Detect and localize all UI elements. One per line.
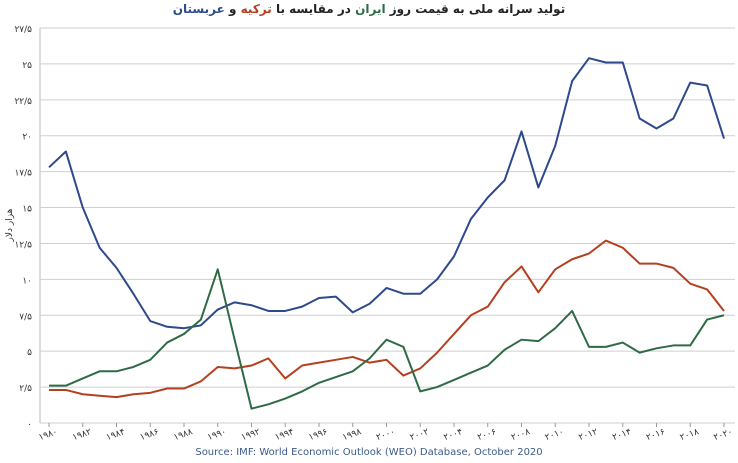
series-line	[49, 239, 725, 399]
title-part: ایران	[355, 2, 386, 16]
x-tick-label: ۱۹۹۲	[240, 427, 262, 443]
series-line	[49, 268, 725, 410]
y-tick-label: ۱۷/۵	[14, 169, 32, 179]
y-tick-label: ۱۵	[22, 205, 32, 215]
x-tick-label: ۲۰۰۰	[375, 427, 397, 443]
title-part: در مقایسه با	[271, 2, 356, 16]
y-tick-label: ۲۵	[22, 61, 32, 71]
title-part: ترکیه	[240, 2, 272, 16]
source: Source: IMF: World Economic Outlook (WEO…	[195, 447, 542, 458]
y-tick-label: ۲۲/۵	[14, 97, 32, 107]
y-tick-label: ۱۲/۵	[14, 240, 32, 250]
y-tick-label: ۲۰	[22, 133, 32, 143]
title-part: عربستان	[172, 2, 225, 16]
y-tick-label: ۲/۵	[19, 384, 32, 394]
x-tick-label: ۱۹۸۶	[139, 427, 161, 443]
x-tick-label: ۲۰۱۶	[645, 427, 667, 443]
x-tick-label: ۲۰۰۸	[510, 427, 532, 443]
chart-title: تولید سرانه ملی به قیمت روز ایران در مقا…	[0, 2, 738, 16]
y-tick-label: ۲۷/۵	[14, 25, 32, 35]
x-tick-label: ۲۰۱۴	[611, 427, 633, 443]
x-tick-label: ۲۰۰۲	[409, 427, 431, 443]
x-tick-label: ۱۹۸۲	[71, 427, 93, 443]
x-tick-label: ۱۹۸۰	[38, 427, 60, 443]
x-tick-label: ۲۰۱۲	[578, 427, 600, 443]
y-tick-label: ۰	[27, 420, 32, 430]
title-part: تولید سرانه ملی به قیمت روز	[385, 2, 566, 16]
y-tick-label: ۱۰	[22, 276, 32, 286]
x-tick-label: ۱۹۹۸	[341, 427, 363, 443]
series-line	[48, 57, 725, 330]
x-tick-label: ۲۰۰۶	[476, 427, 498, 443]
x-tick-label: ۲۰۱۸	[679, 427, 701, 443]
title-part: و	[224, 2, 241, 16]
y-tick-label: ۵	[27, 348, 32, 358]
x-tick-label: ۲۰۱۰	[544, 427, 566, 443]
y-tick-label: ۷/۵	[19, 312, 32, 322]
x-tick-label: ۱۹۹۴	[274, 427, 296, 443]
x-tick-label: ۱۹۹۶	[308, 427, 330, 443]
x-tick-label: ۱۹۸۸	[173, 427, 195, 443]
x-tick-label: ۲۰۲۰	[713, 427, 735, 443]
x-tick-label: ۱۹۸۴	[105, 427, 127, 443]
y-axis-label: هزار دلار	[5, 208, 15, 242]
x-tick-label: ۲۰۰۴	[443, 427, 465, 443]
x-tick-label: ۱۹۹۰	[206, 427, 228, 443]
